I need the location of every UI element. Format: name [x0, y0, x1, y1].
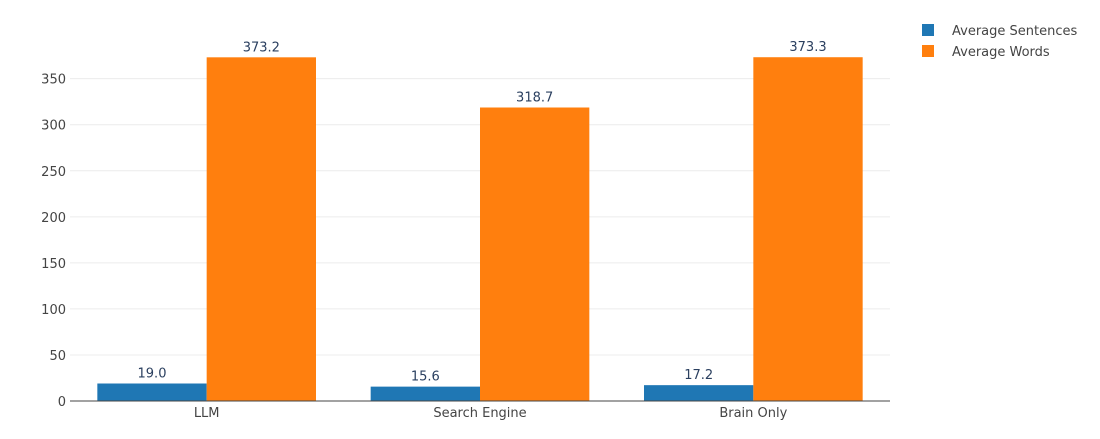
- bar-sentences-2: [644, 385, 754, 401]
- bar-value-label: 373.3: [789, 40, 826, 55]
- bar-value-label: 318.7: [516, 91, 553, 106]
- bar-words-0: [206, 57, 316, 402]
- bar-words-1: [480, 107, 590, 401]
- bar-labels: 19.0 373.2 15.6 318.7 17.2 373.3: [138, 40, 827, 384]
- y-tick-label: 100: [41, 303, 66, 318]
- y-tick-label: 0: [58, 395, 66, 410]
- x-tick-label: Brain Only: [719, 406, 787, 421]
- legend-swatch: [922, 24, 934, 36]
- legend-label: Average Words: [952, 45, 1050, 60]
- bar-value-label: 19.0: [138, 367, 167, 382]
- bar-sentences-0: [97, 383, 207, 401]
- bar-words-2: [753, 57, 863, 402]
- y-tick-label: 200: [41, 211, 66, 226]
- bar-sentences-1: [370, 386, 480, 401]
- legend: Average Sentences Average Words: [922, 24, 1077, 60]
- y-tick-label: 150: [41, 257, 66, 272]
- legend-swatch: [922, 45, 934, 57]
- y-tick-label: 300: [41, 119, 66, 134]
- bar-value-label: 17.2: [684, 368, 713, 383]
- y-tick-label: 250: [41, 165, 66, 180]
- y-tick-label: 350: [41, 73, 66, 88]
- bar-value-label: 373.2: [243, 40, 280, 55]
- y-tick-label: 50: [49, 349, 66, 364]
- x-tick-label: Search Engine: [433, 406, 526, 421]
- bar-value-label: 15.6: [411, 370, 440, 385]
- x-tick-label: LLM: [194, 406, 220, 421]
- bars: [97, 57, 863, 402]
- legend-label: Average Sentences: [952, 24, 1077, 39]
- axes: 0 50 100 150 200 250 300 350 LLM Search Engine Bra…: [41, 73, 890, 421]
